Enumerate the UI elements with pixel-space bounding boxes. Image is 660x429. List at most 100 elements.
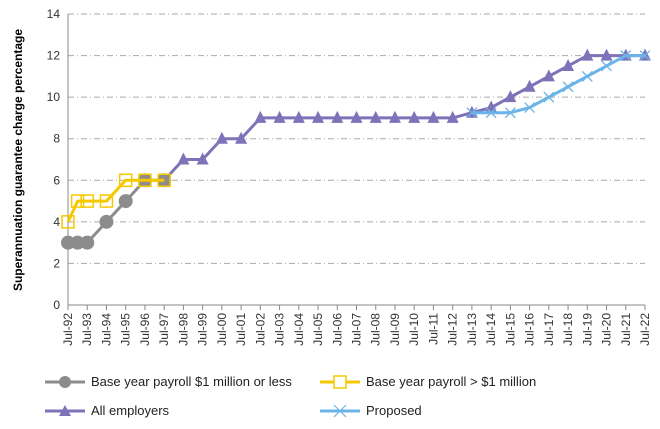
legend-marker-circle bbox=[45, 375, 85, 388]
data-point bbox=[61, 215, 75, 229]
data-point bbox=[388, 110, 401, 123]
series-line bbox=[163, 54, 645, 182]
data-point bbox=[292, 110, 305, 123]
x-tick-label: Jul-16 bbox=[523, 313, 537, 346]
x-tick-label: Jul-07 bbox=[350, 313, 364, 346]
y-tick-label: 12 bbox=[47, 49, 61, 63]
legend-item-small-payroll: Base year payroll $1 million or less bbox=[45, 374, 292, 389]
data-point bbox=[196, 152, 209, 165]
y-tick-label: 8 bbox=[53, 132, 60, 146]
x-tick-label: Jul-11 bbox=[426, 313, 440, 345]
x-tick-label: Jul-99 bbox=[196, 313, 210, 346]
data-point bbox=[543, 91, 555, 103]
data-point bbox=[466, 107, 478, 119]
y-tick-label: 2 bbox=[53, 256, 60, 270]
x-tick-label: Jul-21 bbox=[619, 313, 633, 346]
x-tick-label: Jul-94 bbox=[99, 313, 113, 346]
data-point bbox=[118, 173, 133, 188]
data-point bbox=[369, 110, 382, 123]
data-point bbox=[331, 110, 344, 123]
y-axis-label: Superannuation guarantee charge percenta… bbox=[11, 29, 25, 291]
legend-marker-x bbox=[320, 404, 360, 417]
data-point bbox=[235, 131, 248, 144]
data-point bbox=[542, 69, 555, 82]
legend-item-all-employers: All employers bbox=[45, 403, 169, 418]
legend-label: Base year payroll > $1 million bbox=[366, 374, 537, 389]
x-tick-label: Jul-92 bbox=[61, 313, 75, 346]
x-tick-label: Jul-13 bbox=[465, 313, 479, 346]
x-tick-label: Jul-22 bbox=[638, 313, 652, 346]
data-point bbox=[581, 48, 594, 61]
x-tick-label: Jul-01 bbox=[234, 313, 248, 346]
data-point bbox=[446, 110, 459, 123]
x-tick-label: Jul-02 bbox=[253, 313, 267, 346]
x-tick-label: Jul-98 bbox=[176, 313, 190, 346]
x-tick-label: Jul-05 bbox=[311, 313, 325, 346]
data-point bbox=[157, 173, 171, 188]
x-tick-label: Jul-12 bbox=[446, 313, 460, 346]
legend-marker-triangle bbox=[45, 404, 85, 416]
data-point bbox=[118, 194, 133, 209]
x-tick-label: Jul-93 bbox=[80, 313, 94, 346]
legend-marker-square bbox=[320, 374, 360, 389]
legend-label: Base year payroll $1 million or less bbox=[91, 374, 292, 389]
y-tick-label: 6 bbox=[53, 173, 60, 187]
data-point bbox=[485, 107, 497, 119]
x-tick-label: Jul-95 bbox=[119, 313, 133, 346]
y-tick-label: 0 bbox=[53, 298, 60, 312]
x-tick-label: Jul-08 bbox=[369, 313, 383, 346]
y-tick-label: 10 bbox=[47, 90, 61, 104]
data-point bbox=[70, 194, 85, 208]
data-point bbox=[562, 58, 575, 71]
data-point bbox=[312, 110, 325, 123]
x-tick-label: Jul-19 bbox=[580, 313, 594, 346]
data-point bbox=[350, 110, 363, 123]
x-tick-label: Jul-97 bbox=[157, 313, 171, 346]
data-point bbox=[80, 235, 95, 250]
legend-item-proposed: Proposed bbox=[320, 403, 422, 418]
legend-label: Proposed bbox=[366, 403, 422, 418]
x-tick-label: Jul-20 bbox=[600, 313, 614, 346]
x-tick-label: Jul-09 bbox=[388, 313, 402, 346]
legend-label: All employers bbox=[91, 403, 170, 418]
data-point bbox=[254, 110, 267, 123]
data-point bbox=[581, 70, 593, 82]
x-tick-label: Jul-06 bbox=[330, 313, 344, 346]
data-point bbox=[138, 173, 152, 188]
series-line bbox=[471, 54, 645, 115]
x-tick-label: Jul-03 bbox=[273, 313, 287, 346]
data-point bbox=[601, 60, 612, 72]
data-point bbox=[99, 214, 114, 229]
data-point bbox=[620, 50, 632, 62]
x-tick-label: Jul-04 bbox=[292, 313, 306, 346]
data-point bbox=[600, 48, 613, 61]
y-tick-label: 14 bbox=[47, 7, 61, 21]
x-tick-label: Jul-96 bbox=[138, 313, 152, 346]
x-tick-label: Jul-17 bbox=[542, 313, 556, 346]
data-point bbox=[61, 235, 75, 250]
data-point bbox=[639, 50, 651, 62]
data-point bbox=[273, 110, 286, 123]
data-point bbox=[177, 152, 190, 165]
data-point bbox=[562, 81, 574, 93]
data-point bbox=[504, 90, 517, 103]
data-point bbox=[99, 194, 114, 208]
data-point bbox=[504, 107, 516, 119]
data-point bbox=[80, 194, 94, 208]
data-point bbox=[427, 110, 440, 123]
x-tick-label: Jul-14 bbox=[484, 313, 498, 346]
x-tick-label: Jul-10 bbox=[407, 313, 421, 346]
y-tick-label: 4 bbox=[53, 215, 60, 229]
data-point bbox=[524, 102, 536, 113]
x-tick-label: Jul-00 bbox=[215, 313, 229, 346]
data-point bbox=[523, 79, 536, 92]
data-point bbox=[408, 110, 421, 123]
x-tick-label: Jul-18 bbox=[561, 313, 575, 346]
legend-item-large-payroll: Base year payroll > $1 million bbox=[320, 374, 536, 389]
data-point bbox=[70, 235, 85, 250]
series-line bbox=[66, 178, 165, 223]
data-point bbox=[215, 131, 228, 144]
x-tick-label: Jul-15 bbox=[503, 313, 517, 346]
